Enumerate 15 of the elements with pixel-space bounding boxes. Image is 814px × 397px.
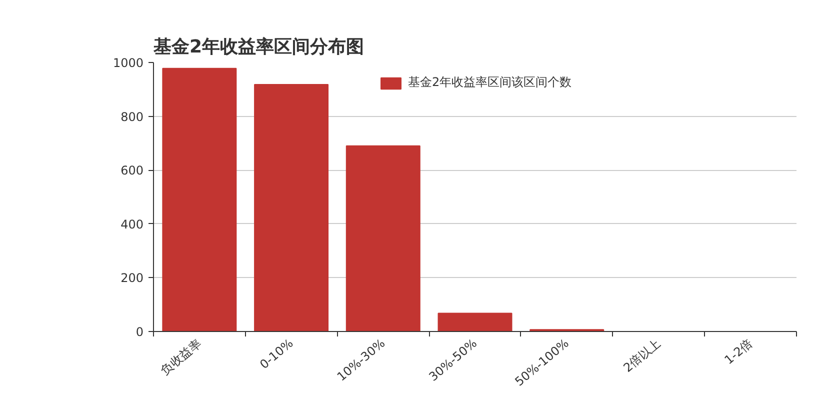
x-tick-label: 2倍以上 bbox=[620, 336, 664, 375]
y-tick-label: 200 bbox=[120, 271, 144, 286]
y-tick-label: 0 bbox=[136, 325, 144, 339]
x-tick-label: 1-2倍 bbox=[722, 336, 756, 368]
bar bbox=[254, 84, 329, 332]
chart-title: 基金2年收益率区间分布图 bbox=[152, 36, 364, 58]
y-tick-label: 1000 bbox=[112, 56, 144, 70]
y-tick-label: 600 bbox=[120, 164, 144, 178]
bar bbox=[346, 145, 420, 332]
bar bbox=[162, 68, 237, 332]
bar bbox=[438, 312, 512, 332]
legend-label: 基金2年收益率区间该区间个数 bbox=[408, 74, 572, 91]
y-tick-label: 800 bbox=[120, 110, 144, 124]
y-tick-label: 400 bbox=[120, 217, 144, 232]
x-tick-label: 负收益率 bbox=[158, 336, 204, 378]
